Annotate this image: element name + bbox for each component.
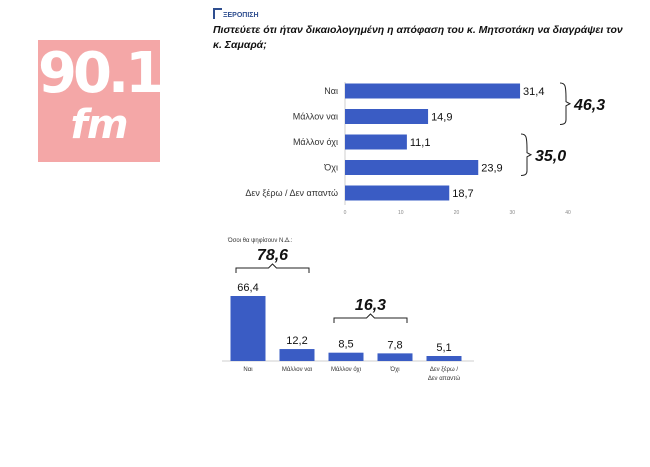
logo-suffix: fm — [70, 102, 128, 148]
bar — [345, 134, 407, 150]
bar-category-label: Μάλλον ναι — [282, 366, 313, 373]
bar — [345, 83, 521, 99]
bar-category-label: Μάλλον όχι — [293, 137, 338, 147]
bar-value-label: 7,8 — [387, 339, 402, 351]
bar-value-label: 8,5 — [338, 339, 353, 351]
bar — [230, 296, 266, 361]
bar-value-label: 23,9 — [481, 163, 502, 175]
bar-category-label: Ναι — [324, 86, 338, 96]
bar-value-label: 18,7 — [452, 188, 473, 200]
bar-category-label: Όχι — [389, 367, 400, 373]
bar — [377, 353, 413, 361]
x-tick-label: 20 — [454, 210, 460, 216]
group-total-label: 35,0 — [535, 148, 566, 165]
bar — [279, 349, 315, 361]
bar-category-label: Μάλλον ναι — [293, 112, 338, 122]
bar-value-label: 11,1 — [410, 137, 431, 149]
group-total-label: 16,3 — [355, 297, 386, 314]
chart-subtitle: Όσοι θα ψηφίσουν Ν.Δ.: — [227, 238, 293, 244]
group-total-label: 78,6 — [257, 247, 288, 264]
bar — [345, 160, 479, 175]
source-mark-icon — [213, 8, 222, 19]
x-tick-label: 30 — [509, 210, 515, 216]
bar — [328, 352, 364, 361]
bar-category-label: Δεν ξέρω / Δεν απαντώ — [245, 188, 338, 198]
x-tick-label: 10 — [398, 210, 404, 216]
source-label: ΞΕΡΟΠΙΣΗ — [223, 12, 259, 19]
bar — [426, 356, 462, 361]
group-total-label: 46,3 — [573, 97, 605, 114]
bar-value-label: 66,4 — [237, 282, 258, 294]
bar-value-label: 31,4 — [523, 86, 544, 98]
bar-value-label: 14,9 — [431, 112, 452, 124]
bar-category-label: Δεν ξέρω / — [430, 366, 458, 373]
x-tick-label: 0 — [344, 210, 347, 216]
bar-value-label: 5,1 — [436, 342, 451, 354]
radio-logo: 90.1 fm — [38, 40, 160, 162]
x-tick-label: 40 — [565, 210, 571, 216]
bar — [345, 109, 429, 124]
bar-category-label: Όχι — [323, 163, 338, 173]
source-logo: ΞΕΡΟΠΙΣΗ — [213, 8, 259, 19]
group-brace — [520, 133, 533, 176]
bar-value-label: 12,2 — [286, 335, 307, 347]
group-bracket — [333, 313, 408, 323]
group-brace — [559, 82, 572, 125]
group-bracket — [235, 263, 310, 273]
bar-category-label: Μάλλον όχι — [331, 366, 362, 373]
chart-title: Πιστεύετε ότι ήταν δικαιολογημένη η απόφ… — [213, 24, 623, 51]
bar — [345, 185, 450, 201]
logo-number: 90.1 — [38, 41, 160, 106]
bar-category-label: Ναι — [243, 367, 253, 373]
bar-category-label: Δεν απαντώ — [428, 376, 461, 382]
